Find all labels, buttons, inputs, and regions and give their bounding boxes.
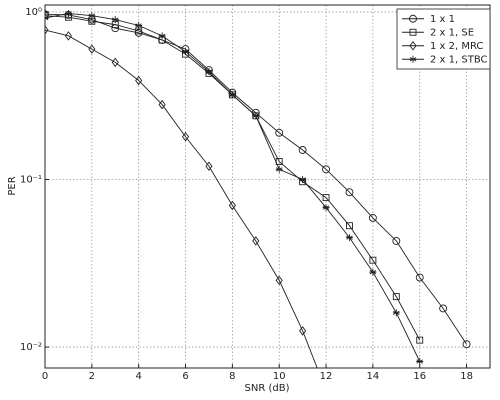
marker <box>252 112 260 120</box>
marker <box>392 309 400 317</box>
x-axis-label: SNR (dB) <box>245 383 290 394</box>
x-tick-label: 14 <box>367 371 380 382</box>
marker <box>368 213 377 222</box>
marker <box>64 31 72 41</box>
marker <box>205 161 213 171</box>
x-tick-label: 16 <box>413 371 426 382</box>
x-tick-label: 6 <box>182 371 188 382</box>
y-tick-label: 10⁻² <box>20 342 42 353</box>
legend-label: 2 x 1, SE <box>430 27 474 38</box>
marker <box>462 340 471 349</box>
marker <box>88 12 96 20</box>
marker <box>252 236 260 246</box>
marker <box>392 236 401 245</box>
marker <box>416 336 424 344</box>
y-tick-label: 10⁻¹ <box>20 175 42 186</box>
marker <box>111 16 119 24</box>
x-tick-label: 10 <box>273 371 286 382</box>
marker <box>322 204 330 212</box>
x-tick-label: 8 <box>229 371 235 382</box>
plot-frame <box>44 4 491 369</box>
marker <box>409 28 417 36</box>
marker <box>298 146 307 154</box>
legend-label: 1 x 1 <box>430 14 455 25</box>
marker <box>228 200 236 211</box>
marker <box>158 32 166 40</box>
marker <box>323 387 329 395</box>
marker <box>64 9 72 17</box>
x-tick-label: 18 <box>460 371 473 382</box>
marker <box>345 234 353 242</box>
marker <box>415 273 424 282</box>
marker <box>322 194 330 202</box>
x-tick-label: 2 <box>89 371 95 382</box>
marker <box>392 293 400 301</box>
series-line <box>45 29 318 368</box>
marker <box>158 99 166 110</box>
marker <box>322 165 331 174</box>
marker <box>275 165 283 173</box>
legend: 1 x 1 2 x 1, SE 1 x 2, MRC 2 x 1, STBC <box>396 8 491 70</box>
marker <box>409 41 417 51</box>
marker <box>135 21 143 29</box>
marker <box>134 28 143 37</box>
y-axis-label: PER <box>7 176 18 195</box>
marker <box>45 10 49 19</box>
marker <box>275 275 283 286</box>
y-tick-label: 10⁰ <box>25 7 42 18</box>
legend-label: 1 x 2, MRC <box>430 41 483 52</box>
marker <box>182 48 190 56</box>
marker <box>369 256 377 264</box>
marker <box>409 14 417 23</box>
marker <box>369 268 377 276</box>
marker <box>135 75 143 86</box>
marker <box>416 358 424 366</box>
marker <box>181 131 190 142</box>
marker <box>299 326 307 336</box>
marker <box>88 44 96 54</box>
x-tick-label: 0 <box>42 371 48 382</box>
x-tick-label: 12 <box>320 371 333 382</box>
plot-area <box>45 9 471 395</box>
marker <box>346 222 353 230</box>
marker <box>111 57 119 68</box>
marker <box>299 176 307 183</box>
marker <box>275 128 284 137</box>
marker <box>409 55 417 63</box>
marker <box>45 25 49 35</box>
marker <box>439 304 448 313</box>
x-tick-label: 4 <box>135 371 141 382</box>
marker <box>205 68 213 76</box>
marker <box>345 188 354 197</box>
marker <box>228 91 236 99</box>
marker <box>45 12 49 20</box>
legend-label: 2 x 1, STBC <box>430 54 487 65</box>
